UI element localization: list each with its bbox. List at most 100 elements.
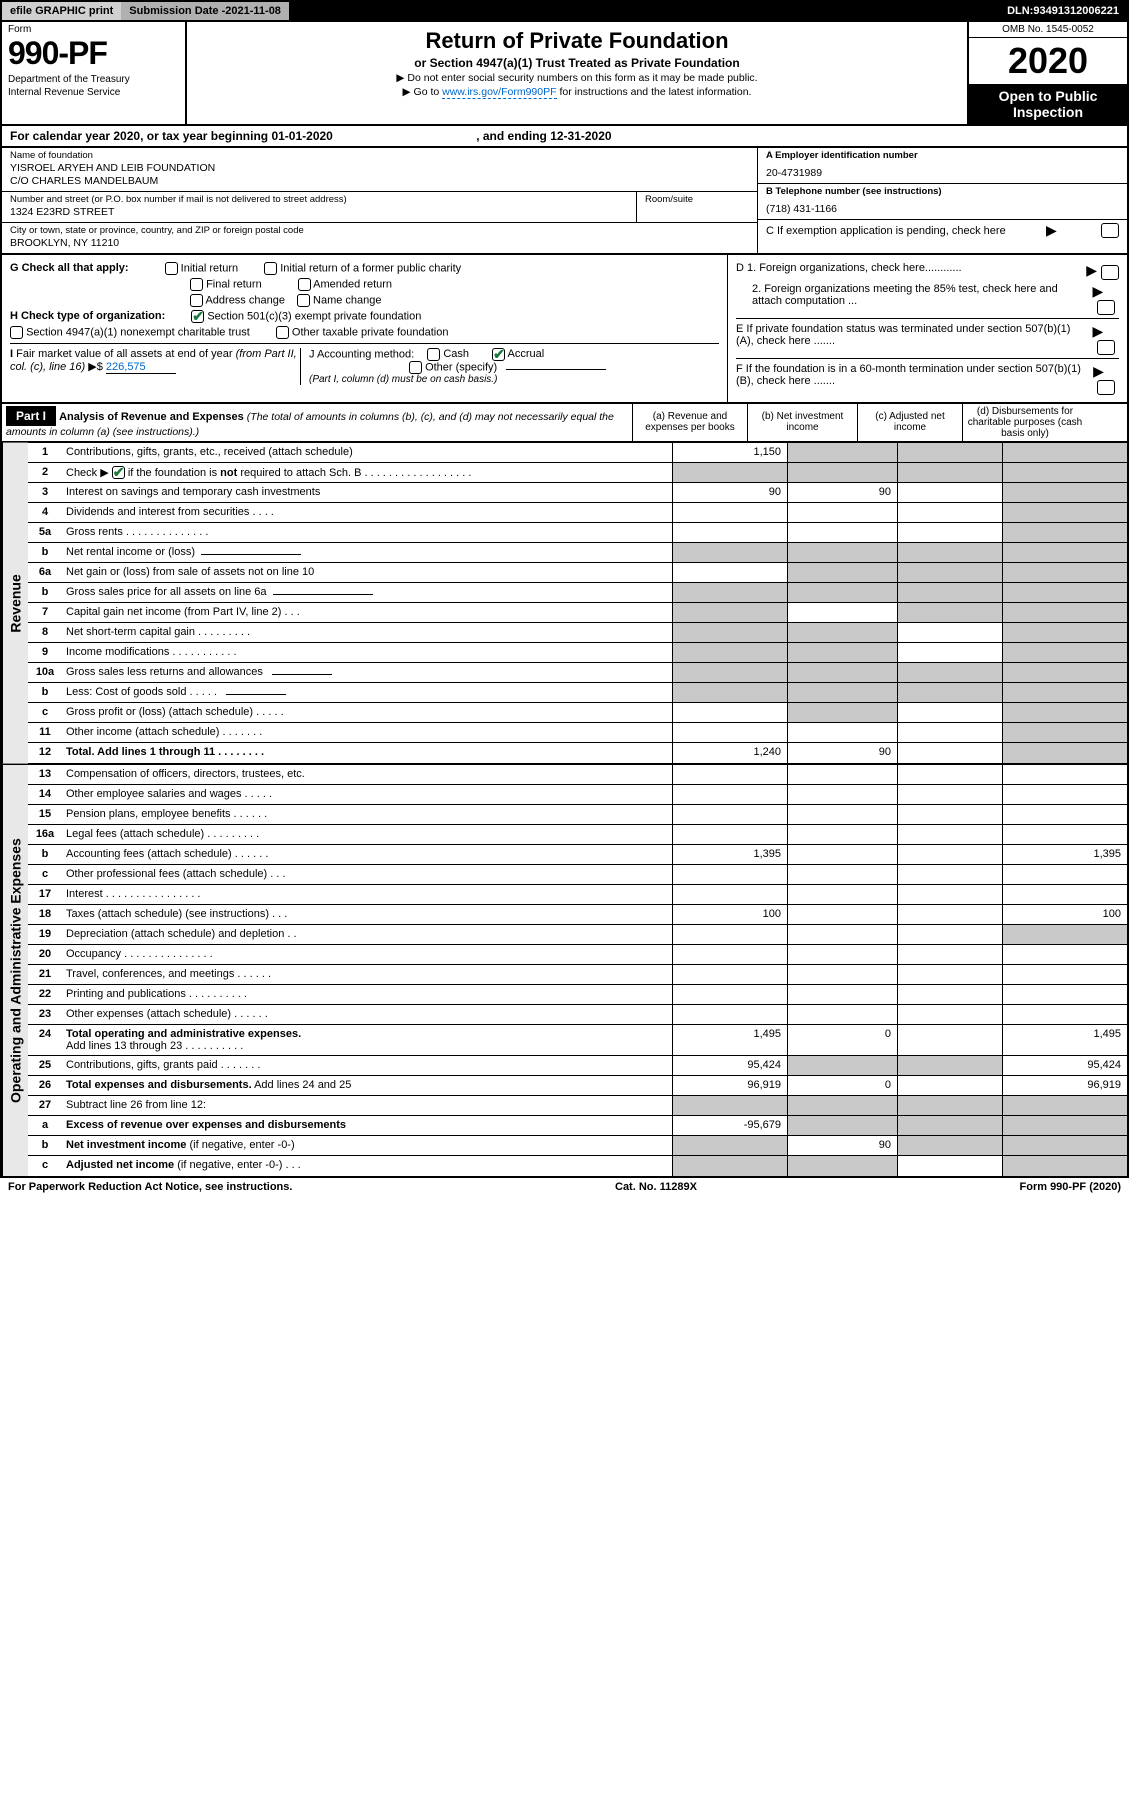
r3-a: 90 [672,483,787,502]
exemption-checkbox[interactable] [1101,223,1119,238]
r12-d [1002,743,1127,763]
r14-c [897,785,1002,804]
tax-year: 2020 [969,38,1127,84]
r4-b [787,503,897,522]
r2-checkbox[interactable] [112,466,125,479]
r2-c [897,463,1002,483]
row-22: 22Printing and publications . . . . . . … [28,985,1127,1005]
row-27c: cAdjusted net income (if negative, enter… [28,1156,1127,1176]
r27a-b [787,1116,897,1135]
row-12: 12 Total. Add lines 1 through 11 . . . .… [28,743,1127,763]
h-label: H Check type of organization: [10,310,165,322]
r11-c [897,723,1002,742]
r16b-b [787,845,897,864]
r5b-blank [201,554,301,555]
h-501c3: Section 501(c)(3) exempt private foundat… [207,310,421,322]
g-initial-checkbox[interactable] [165,262,178,275]
r16a-b [787,825,897,844]
foundation-name-1: YISROEL ARYEH AND LEIB FOUNDATION [10,162,749,174]
d2-checkbox[interactable] [1097,300,1115,315]
row-27b: bNet investment income (if negative, ent… [28,1136,1127,1156]
row-21: 21Travel, conferences, and meetings . . … [28,965,1127,985]
g-final-checkbox[interactable] [190,278,203,291]
j-row1: J Accounting method: Cash Accrual [309,348,719,361]
form-number: 990-PF [8,35,179,72]
form-note-link: ▶ Go to www.irs.gov/Form990PF for instru… [197,86,957,98]
form990pf-link[interactable]: www.irs.gov/Form990PF [442,86,556,99]
j-other: Other (specify) [425,361,497,373]
h-501c3-checkbox[interactable] [191,310,204,323]
efile-print-button[interactable]: efile GRAPHIC print [2,2,121,20]
j-cash: Cash [443,348,469,360]
r25-ln: 25 [28,1056,62,1075]
calyear-end: 12-31-2020 [550,129,611,143]
r21-c [897,965,1002,984]
r27-ln: 27 [28,1096,62,1115]
r14-desc: Other employee salaries and wages . . . … [62,785,672,804]
r9-d [1002,643,1127,662]
r3-b: 90 [787,483,897,502]
g-label: G Check all that apply: [10,262,129,274]
submission-date-label: Submission Date - [129,5,225,17]
r2-dots: . . . . . . . . . . . . . . . . . . [364,467,471,479]
e-checkbox[interactable] [1097,340,1115,355]
r23-ln: 23 [28,1005,62,1024]
r22-b [787,985,897,1004]
topbar-spacer [289,2,999,20]
r27-desc: Subtract line 26 from line 12: [62,1096,672,1115]
row-5b: b Net rental income or (loss) [28,543,1127,563]
f-checkbox[interactable] [1097,380,1115,395]
d2-label: 2. Foreign organizations meeting the 85%… [752,283,1087,307]
r7-d [1002,603,1127,622]
r10a-c [897,663,1002,682]
r18-d: 100 [1002,905,1127,924]
r14-a [672,785,787,804]
g-amended-checkbox[interactable] [298,278,311,291]
r16c-d [1002,865,1127,884]
form-header-right: OMB No. 1545-0052 2020 Open to Public In… [967,22,1127,124]
r27-d [1002,1096,1127,1115]
tel-value: (718) 431-1166 [766,203,1119,215]
row-23: 23Other expenses (attach schedule) . . .… [28,1005,1127,1025]
r20-b [787,945,897,964]
j-accrual-checkbox[interactable] [492,348,505,361]
r6a-d [1002,563,1127,582]
irs-label: Internal Revenue Service [8,87,179,98]
r6b-d [1002,583,1127,602]
r21-d [1002,965,1127,984]
r19-c [897,925,1002,944]
r11-a [672,723,787,742]
r21-ln: 21 [28,965,62,984]
j-other-checkbox[interactable] [409,361,422,374]
d1-checkbox[interactable] [1101,265,1119,280]
j-cash-checkbox[interactable] [427,348,440,361]
options-left: G Check all that apply: Initial return I… [2,255,727,402]
h-other-checkbox[interactable] [276,326,289,339]
r14-d [1002,785,1127,804]
r1-b [787,443,897,462]
r27a-desc: Excess of revenue over expenses and disb… [62,1116,672,1135]
g-addr-checkbox[interactable] [190,294,203,307]
r15-d [1002,805,1127,824]
r10c-ln: c [28,703,62,722]
r25-a: 95,424 [672,1056,787,1075]
options-right: D 1. Foreign organizations, check here..… [727,255,1127,402]
telephone-row: B Telephone number (see instructions) (7… [758,184,1127,220]
g-name-checkbox[interactable] [297,294,310,307]
r2-b [787,463,897,483]
r2-a [672,463,787,483]
note2-pre: ▶ Go to [403,86,443,98]
r26-desc: Total expenses and disbursements. Add li… [62,1076,672,1095]
note2-post: for instructions and the latest informat… [559,86,751,98]
e-row: E If private foundation status was termi… [736,318,1119,355]
r11-desc: Other income (attach schedule) . . . . .… [62,723,672,742]
r17-b [787,885,897,904]
footer-right: Form 990-PF (2020) [1020,1181,1122,1193]
top-bar: efile GRAPHIC print Submission Date - 20… [0,0,1129,22]
r9-c [897,643,1002,662]
g-initial-former-checkbox[interactable] [264,262,277,275]
h-4947-checkbox[interactable] [10,326,23,339]
i-value[interactable]: 226,575 [106,361,176,374]
r27a-c [897,1116,1002,1135]
room-label: Room/suite [645,194,693,205]
